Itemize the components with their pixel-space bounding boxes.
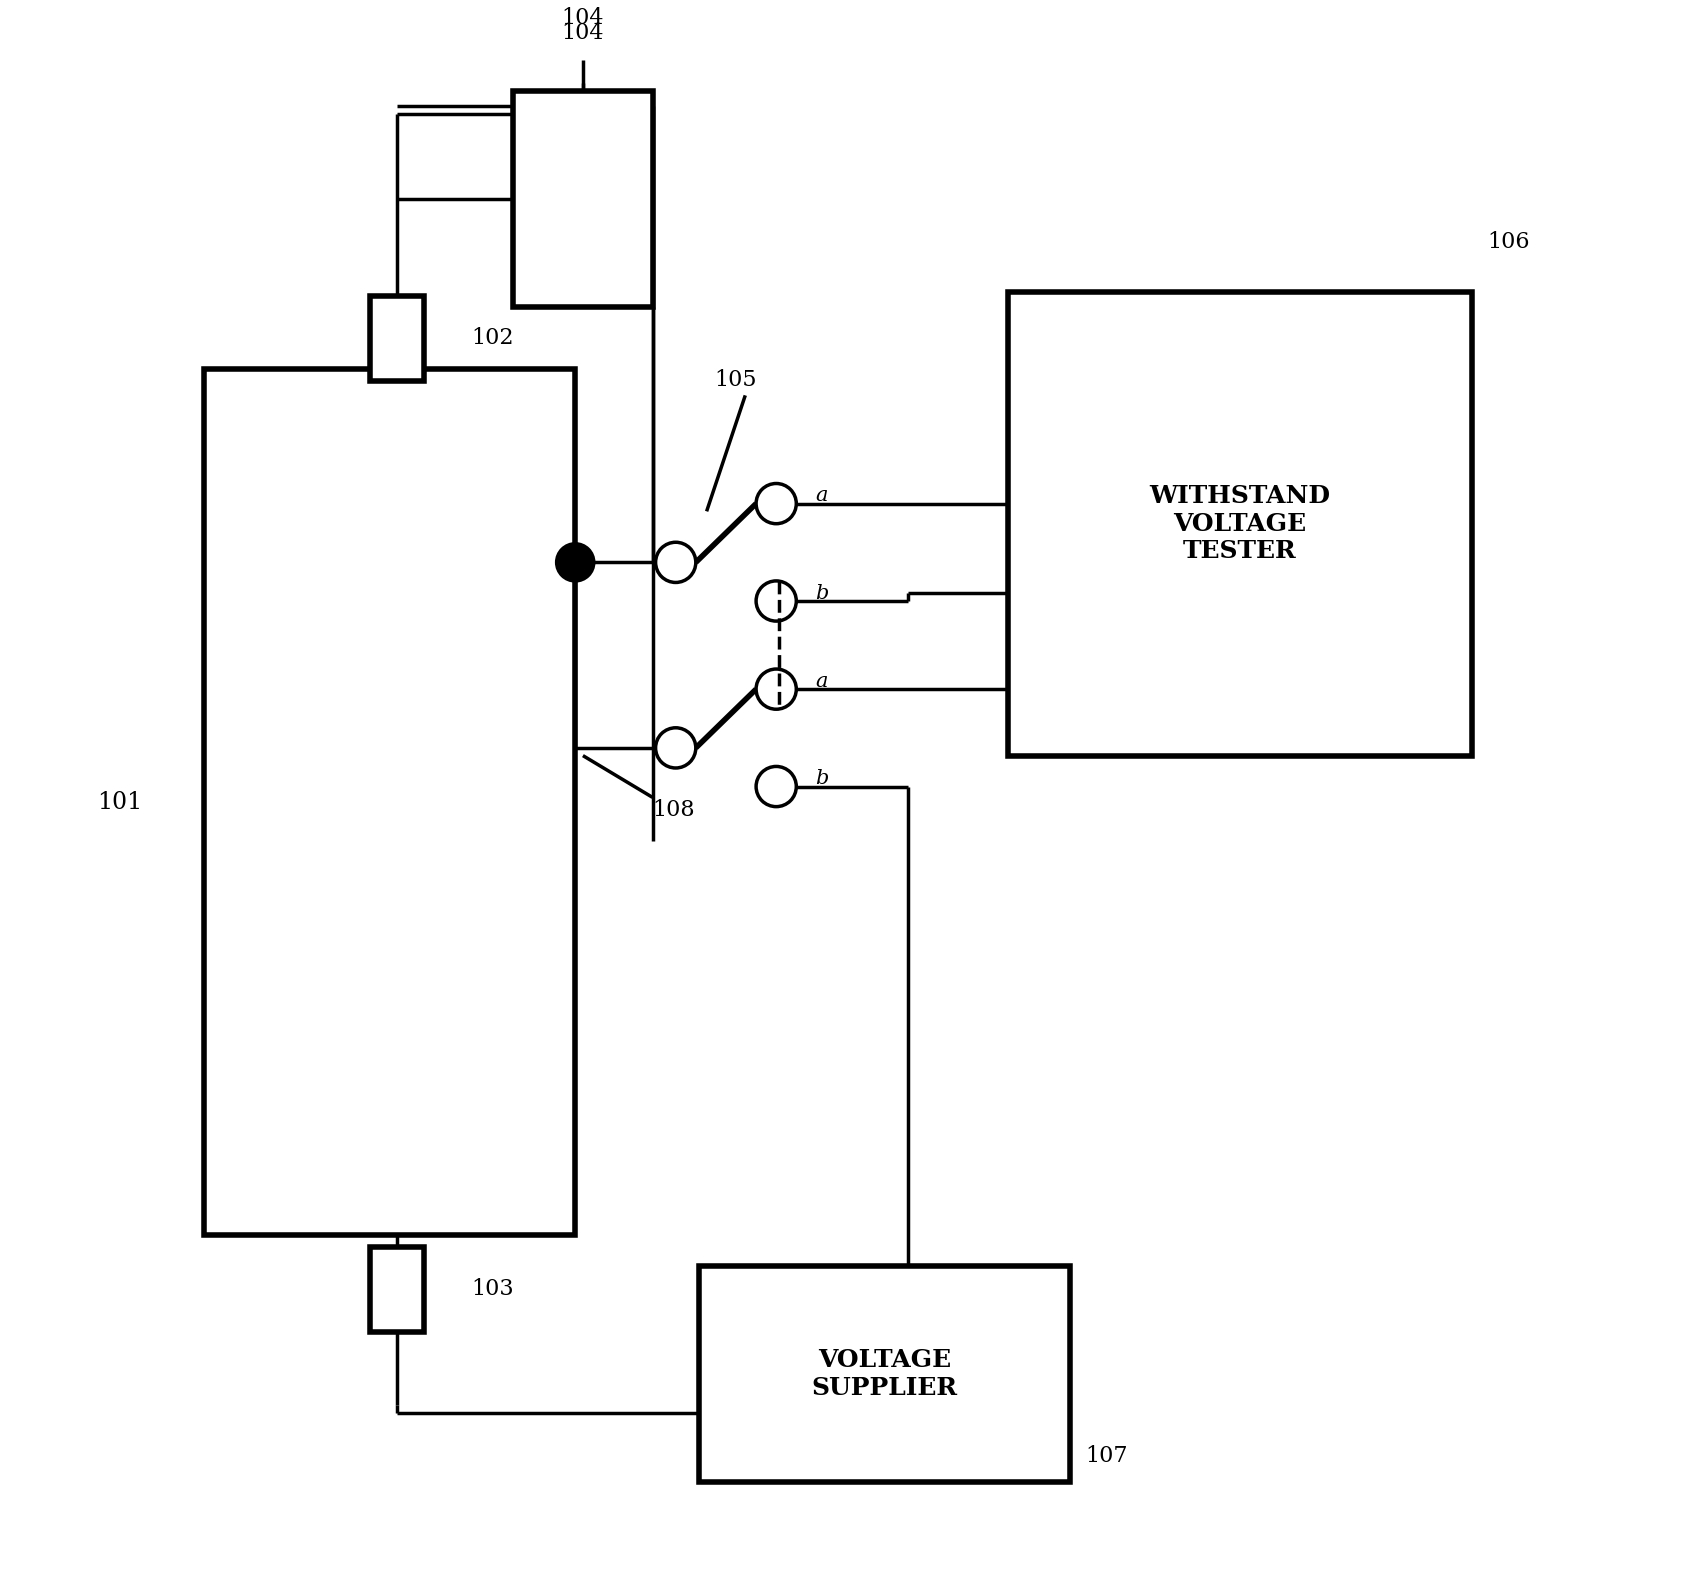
Text: 104: 104 xyxy=(562,22,604,44)
Text: 102: 102 xyxy=(471,327,514,350)
Text: 106: 106 xyxy=(1487,231,1529,253)
Bar xyxy=(514,90,652,307)
Circle shape xyxy=(556,544,594,581)
Text: 107: 107 xyxy=(1086,1444,1128,1467)
Text: b: b xyxy=(814,584,828,603)
Bar xyxy=(698,1266,1070,1482)
Text: a: a xyxy=(814,672,828,691)
Bar xyxy=(205,369,575,1236)
Text: WITHSTAND
VOLTAGE
TESTER: WITHSTAND VOLTAGE TESTER xyxy=(1149,484,1330,563)
Text: 103: 103 xyxy=(471,1278,514,1300)
Text: 108: 108 xyxy=(652,799,695,821)
Bar xyxy=(1009,291,1471,756)
Text: 104: 104 xyxy=(562,6,604,28)
Text: a: a xyxy=(814,486,828,505)
Text: 105: 105 xyxy=(714,369,756,391)
Text: b: b xyxy=(814,769,828,788)
Text: VOLTAGE
SUPPLIER: VOLTAGE SUPPLIER xyxy=(811,1348,958,1400)
Text: 101: 101 xyxy=(97,791,142,813)
Bar xyxy=(370,296,425,381)
Bar xyxy=(370,1247,425,1332)
